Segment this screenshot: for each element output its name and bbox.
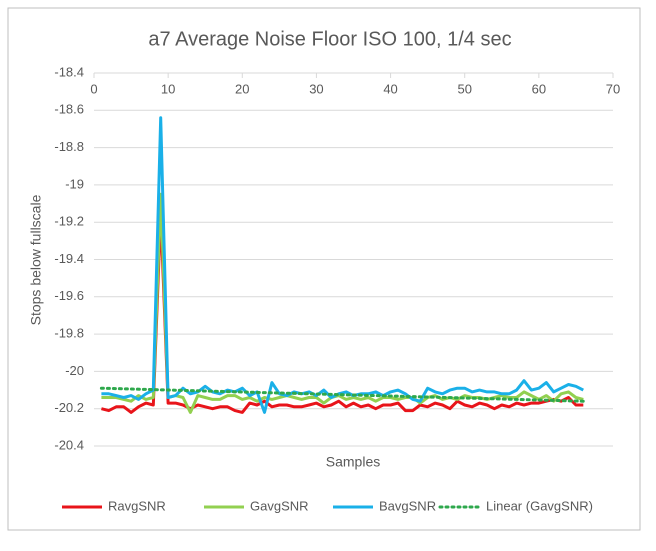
y-tick-label: -20.2	[54, 400, 84, 415]
y-tick-label: -18.4	[54, 64, 84, 79]
chart-border	[7, 7, 641, 531]
x-tick-label: 30	[309, 81, 323, 96]
y-tick-label: -18.6	[54, 102, 84, 117]
x-tick-label: 70	[606, 81, 620, 96]
y-tick-label: -19.6	[54, 288, 84, 303]
x-tick-label: 40	[383, 81, 397, 96]
x-tick-label: 60	[532, 81, 546, 96]
legend-label: Linear (GavgSNR)	[486, 498, 593, 513]
x-axis-title: Samples	[326, 454, 380, 470]
x-tick-label: 20	[235, 81, 249, 96]
y-axis-title: Stops below fullscale	[28, 194, 44, 325]
y-tick-label: -19.4	[54, 251, 84, 266]
x-tick-label: 50	[457, 81, 471, 96]
y-tick-label: -18.8	[54, 139, 84, 154]
legend-label: RavgSNR	[108, 498, 166, 513]
trend-line	[99, 386, 585, 403]
y-tick-label: -20.4	[54, 437, 84, 452]
y-tick-label: -19.2	[54, 214, 84, 229]
y-tick-label: -20	[65, 363, 84, 378]
chart-title: a7 Average Noise Floor ISO 100, 1/4 sec	[148, 28, 511, 50]
x-tick-label: 0	[90, 81, 97, 96]
y-tick-label: -19.8	[54, 326, 84, 341]
series-line	[101, 211, 584, 414]
x-tick-label: 10	[161, 81, 175, 96]
legend-label: GavgSNR	[250, 498, 309, 513]
series-line	[101, 192, 584, 414]
legend-label: BavgSNR	[379, 498, 436, 513]
y-tick-label: -19	[65, 176, 84, 191]
